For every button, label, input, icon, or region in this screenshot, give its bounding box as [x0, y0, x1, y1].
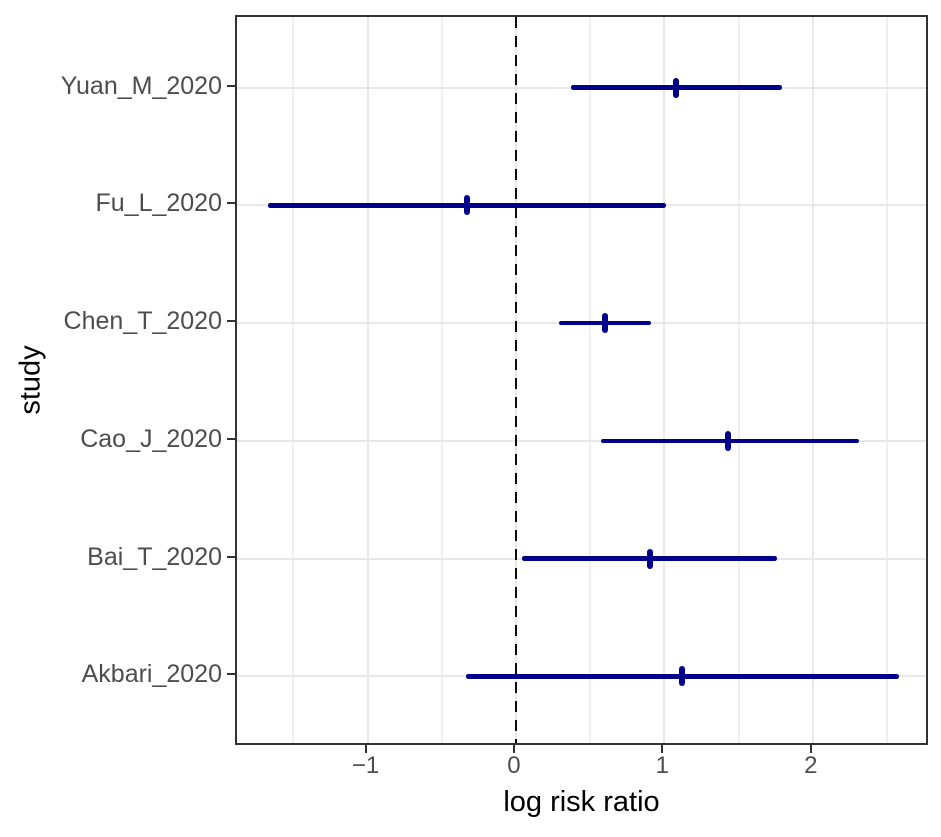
reference-line-dashed	[514, 17, 518, 743]
gridline-major-horizontal	[237, 439, 926, 442]
y-tick-label: Bai_T_2020	[87, 542, 222, 571]
point-estimate-marker	[679, 666, 686, 687]
x-tick-label: 2	[804, 752, 818, 779]
y-axis-tick	[227, 555, 235, 558]
y-tick-label: Yuan_M_2020	[60, 71, 222, 100]
x-axis-tick	[364, 745, 367, 753]
plot-panel	[235, 15, 928, 745]
x-axis-tick	[809, 745, 812, 753]
gridline-major-vertical	[366, 17, 369, 743]
y-axis-tick	[227, 84, 235, 87]
point-estimate-marker	[464, 195, 470, 216]
y-tick-label: Cao_J_2020	[80, 424, 222, 453]
y-axis-tick	[227, 202, 235, 205]
y-tick-label: Akbari_2020	[81, 660, 222, 689]
point-estimate-marker	[725, 430, 732, 451]
y-axis-tick	[227, 437, 235, 440]
y-axis-tick	[227, 320, 235, 323]
y-axis-tick	[227, 673, 235, 676]
gridline-minor-vertical	[737, 17, 740, 743]
y-tick-label: Fu_L_2020	[95, 189, 222, 218]
y-tick-label: Chen_T_2020	[63, 307, 222, 336]
gridline-minor-vertical	[589, 17, 592, 743]
gridline-major-vertical	[663, 17, 666, 743]
point-estimate-marker	[673, 77, 680, 98]
x-axis-tick	[512, 745, 515, 753]
point-estimate-marker	[602, 313, 609, 334]
x-tick-label: −1	[351, 752, 380, 779]
gridline-major-vertical	[811, 17, 814, 743]
x-axis-title: log risk ratio	[503, 786, 660, 818]
gridline-minor-vertical	[885, 17, 888, 743]
gridline-minor-vertical	[292, 17, 295, 743]
x-tick-label: 1	[655, 752, 670, 779]
point-estimate-marker	[646, 548, 653, 569]
y-axis-title: study	[14, 345, 47, 415]
gridline-minor-vertical	[440, 17, 443, 743]
x-axis-tick	[661, 745, 664, 753]
x-tick-label: 0	[507, 752, 521, 779]
